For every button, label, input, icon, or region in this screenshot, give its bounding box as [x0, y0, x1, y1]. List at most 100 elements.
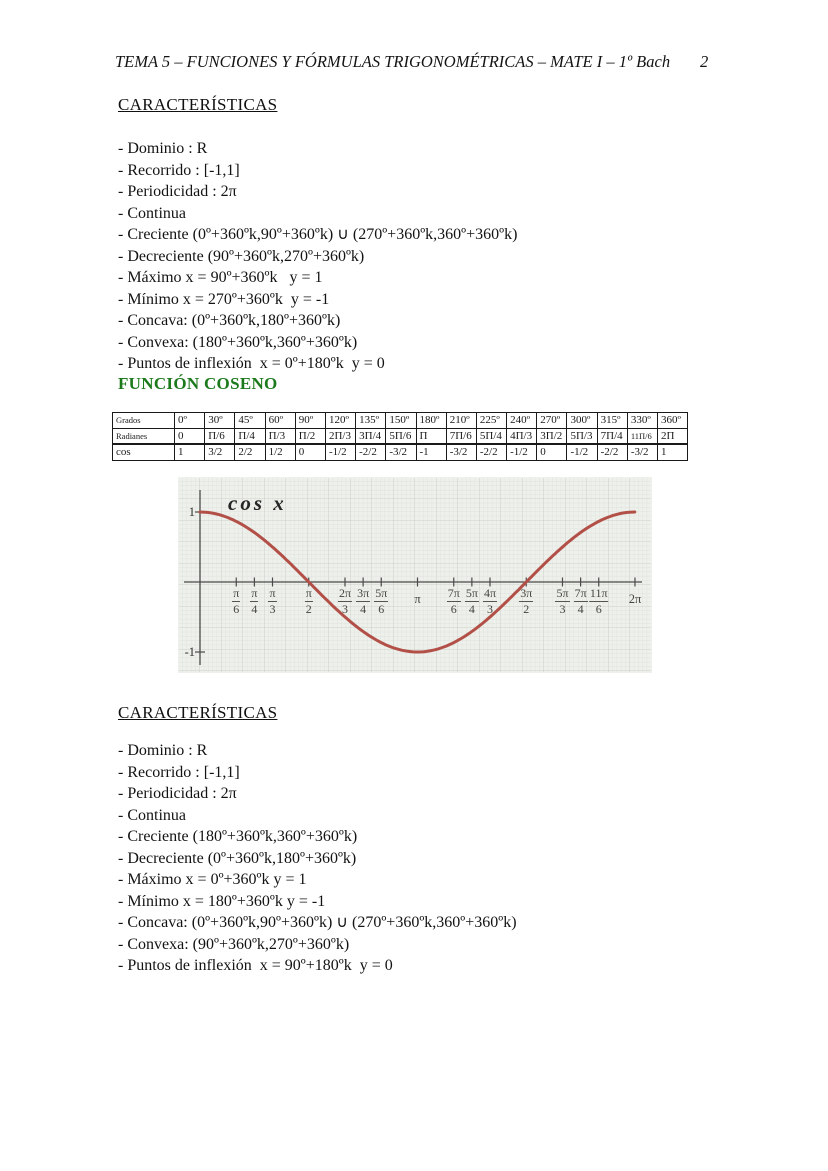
table-cell: 120º: [324, 412, 357, 429]
x-tick-label: 7π 4: [573, 586, 588, 616]
table-cell: 330º: [626, 412, 659, 429]
table-cell: Π/2: [294, 427, 326, 445]
cosine-graph-svg: [178, 477, 652, 673]
table-cell: 270º: [536, 412, 568, 429]
table-row: Grados 0º 30º 45º 60º 90º 120º 135º 150º 180º 210º…: [112, 412, 689, 429]
list-item: - Convexa: (90º+360ºk,270º+360ºk): [118, 935, 350, 953]
table-cell: 0: [536, 443, 568, 461]
table-cell: 2Π/3: [324, 427, 357, 445]
list-item: - Periodicidad : 2π: [118, 785, 237, 802]
page-header-title: TEMA 5 – FUNCIONES Y FÓRMULAS TRIGONOMÉT…: [115, 52, 671, 71]
x-tick-label: 4π 3: [482, 586, 498, 616]
x-tick-label: 2π: [628, 592, 642, 606]
table-cell: 3/2: [204, 443, 236, 461]
list-item: - Concava: (0º+360ºk,180º+360ºk): [118, 312, 341, 329]
cosine-curve: [198, 510, 637, 654]
table-cell: -1/2: [506, 443, 538, 461]
x-tick-label: 5π 3: [555, 586, 570, 616]
table-cell: 2/2: [234, 443, 266, 461]
table-cell: Π/6: [204, 427, 236, 445]
list-item: - Máximo x = 0º+360ºk y = 1: [118, 871, 307, 888]
table-row: cos 1 3/2 2/2 1/2 0 -1/2 -2/2 -3/2 -1 -3/2 -2/2 -1/2…: [112, 443, 689, 461]
table-cell: -1/2: [566, 443, 598, 461]
table-cell: -3/2: [385, 443, 417, 461]
list-item: - Periodicidad : 2π: [118, 183, 237, 200]
table-cell: 360º: [656, 412, 689, 429]
list-item: - Decreciente (0º+360ºk,180º+360ºk): [118, 849, 357, 867]
table-cell: -3/2: [445, 443, 477, 461]
x-tick-label: 3π 4: [356, 586, 371, 616]
table-cell: 7Π/6: [445, 427, 477, 445]
table-cell: -2/2: [596, 443, 628, 461]
list-item: - Mínimo x = 180º+360ºk y = -1: [118, 892, 326, 910]
table-cell: Radianes: [112, 427, 175, 445]
table-cell: -3/2: [626, 443, 659, 461]
table-cell: 240º: [506, 412, 538, 429]
table-cell: 180º: [415, 412, 447, 429]
x-tick-label: 11π 6: [588, 586, 609, 616]
caracteristicas-heading-cosine: CARACTERÍSTICAS: [118, 703, 278, 722]
grados-radianes-cos-table: Grados 0º 30º 45º 60º 90º 120º 135º 150º 180º 210º…: [112, 412, 689, 461]
list-item: - Puntos de inflexión x = 0º+180ºk y = 0: [118, 355, 385, 372]
table-cell: 210º: [445, 412, 477, 429]
table-cell: 90º: [294, 412, 326, 429]
table-cell: Π: [415, 427, 447, 445]
x-tick-label: 5π 4: [464, 586, 479, 616]
list-item: - Continua: [118, 204, 186, 222]
list-item: - Convexa: (180º+360ºk,360º+360ºk): [118, 333, 358, 351]
x-tick-label: π: [414, 592, 421, 606]
table-cell: 315º: [596, 412, 628, 429]
table-cell: 5Π/4: [475, 427, 508, 445]
cosine-graph-image: cos x π 6 π 4 π 3 π 2 2π 3 3π 4 5π 6 π 7π 6 5π 4 4π 3 3π 2 5π 3 7…: [178, 477, 652, 673]
table-cell: 0: [173, 427, 206, 445]
table-cell: 0: [294, 443, 326, 461]
x-tick-label: 3π 2: [519, 586, 534, 616]
x-tick-label: 7π 6: [446, 586, 461, 616]
table-cell: Grados: [112, 412, 175, 429]
x-tick-label: 2π 3: [337, 586, 353, 616]
list-item: - Creciente (0º+360ºk,90º+360ºk) ∪ (270º…: [118, 226, 518, 243]
caracteristicas-list-cosine: - Dominio : R - Recorrido : [-1,1] - Perio…: [118, 740, 517, 977]
x-tick-label: 5π 6: [374, 586, 389, 616]
list-item: - Recorrido : [-1,1]: [118, 763, 240, 781]
table-cell: 7Π/4: [596, 427, 628, 445]
table-cell: 30º: [204, 412, 236, 429]
list-item: - Dominio : R: [118, 742, 208, 759]
caracteristicas-list-sine: - Dominio : R - Recorrido : [-1,1] - Perio…: [118, 138, 517, 375]
table-cell: -1/2: [324, 443, 357, 461]
list-item: - Recorrido : [-1,1]: [118, 161, 240, 179]
table-cell: 2Π: [656, 427, 689, 445]
table-cell: 0º: [173, 412, 206, 429]
table-cell: 60º: [264, 412, 296, 429]
cosine-values-table: Grados 0º 30º 45º 60º 90º 120º 135º 150º 180º 210º…: [112, 412, 689, 461]
table-cell: Π/4: [234, 427, 266, 445]
table-cell: 1: [656, 443, 689, 461]
table-cell: 5Π/6: [385, 427, 417, 445]
list-item: - Concava: (0º+360ºk,90º+360ºk) ∪ (270º+…: [118, 914, 517, 931]
table-cell: 4Π/3: [506, 427, 538, 445]
list-item: - Creciente (180º+360ºk,360º+360ºk): [118, 828, 358, 845]
list-item: - Decreciente (90º+360ºk,270º+360ºk): [118, 247, 365, 265]
caracteristicas-heading-sine: CARACTERÍSTICAS: [118, 95, 278, 114]
list-item: - Máximo x = 90º+360ºk y = 1: [118, 269, 323, 286]
y-tick-label: 1: [188, 505, 195, 519]
graph-title-cos-x: cos x: [228, 491, 287, 515]
table-cell: 300º: [566, 412, 598, 429]
list-item: - Continua: [118, 806, 186, 824]
funcion-coseno-heading: FUNCIÓN COSENO: [118, 374, 278, 393]
y-tick-label: -1: [184, 645, 195, 659]
table-cell: Π/3: [264, 427, 296, 445]
page-number: 2: [700, 52, 709, 71]
table-cell: -2/2: [475, 443, 508, 461]
table-cell: 225º: [475, 412, 508, 429]
list-item: - Mínimo x = 270º+360ºk y = -1: [118, 290, 330, 308]
table-row: Radianes 0 Π/6 Π/4 Π/3 Π/2 2Π/3 3Π/4 5Π/6 Π 7Π/6 5Π…: [112, 427, 689, 445]
table-cell: 135º: [355, 412, 387, 429]
list-item: - Dominio : R: [118, 140, 208, 157]
table-cell: 1: [173, 443, 206, 461]
table-cell: 1/2: [264, 443, 296, 461]
table-cell: 45º: [234, 412, 266, 429]
